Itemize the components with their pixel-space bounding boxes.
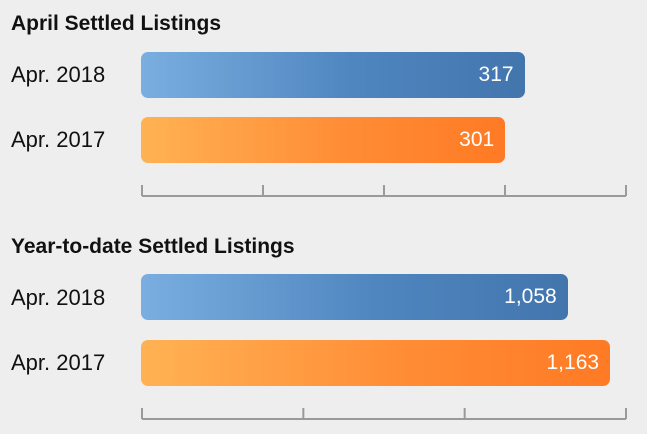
bar-value-label: 1,058 <box>504 285 557 308</box>
chart-title-ytd: Year-to-date Settled Listings <box>11 235 295 258</box>
bar-april-2017: 301 <box>141 117 506 163</box>
chart-title-april: April Settled Listings <box>11 12 222 35</box>
row-label-apr-2017-ytd: Apr. 2017 <box>11 350 106 375</box>
bar-april-2018: 317 <box>141 52 525 98</box>
row-label-apr-2018: Apr. 2018 <box>11 62 106 87</box>
bar-ytd-2018: 1,058 <box>141 274 568 320</box>
bar-ytd-2017: 1,163 <box>141 340 611 386</box>
bar-value-label: 1,163 <box>546 351 600 374</box>
row-label-apr-2018-ytd: Apr. 2018 <box>11 285 106 310</box>
bar-value-label: 301 <box>459 128 495 151</box>
row-label-apr-2017: Apr. 2017 <box>11 127 106 152</box>
bar-value-label: 317 <box>478 63 514 86</box>
